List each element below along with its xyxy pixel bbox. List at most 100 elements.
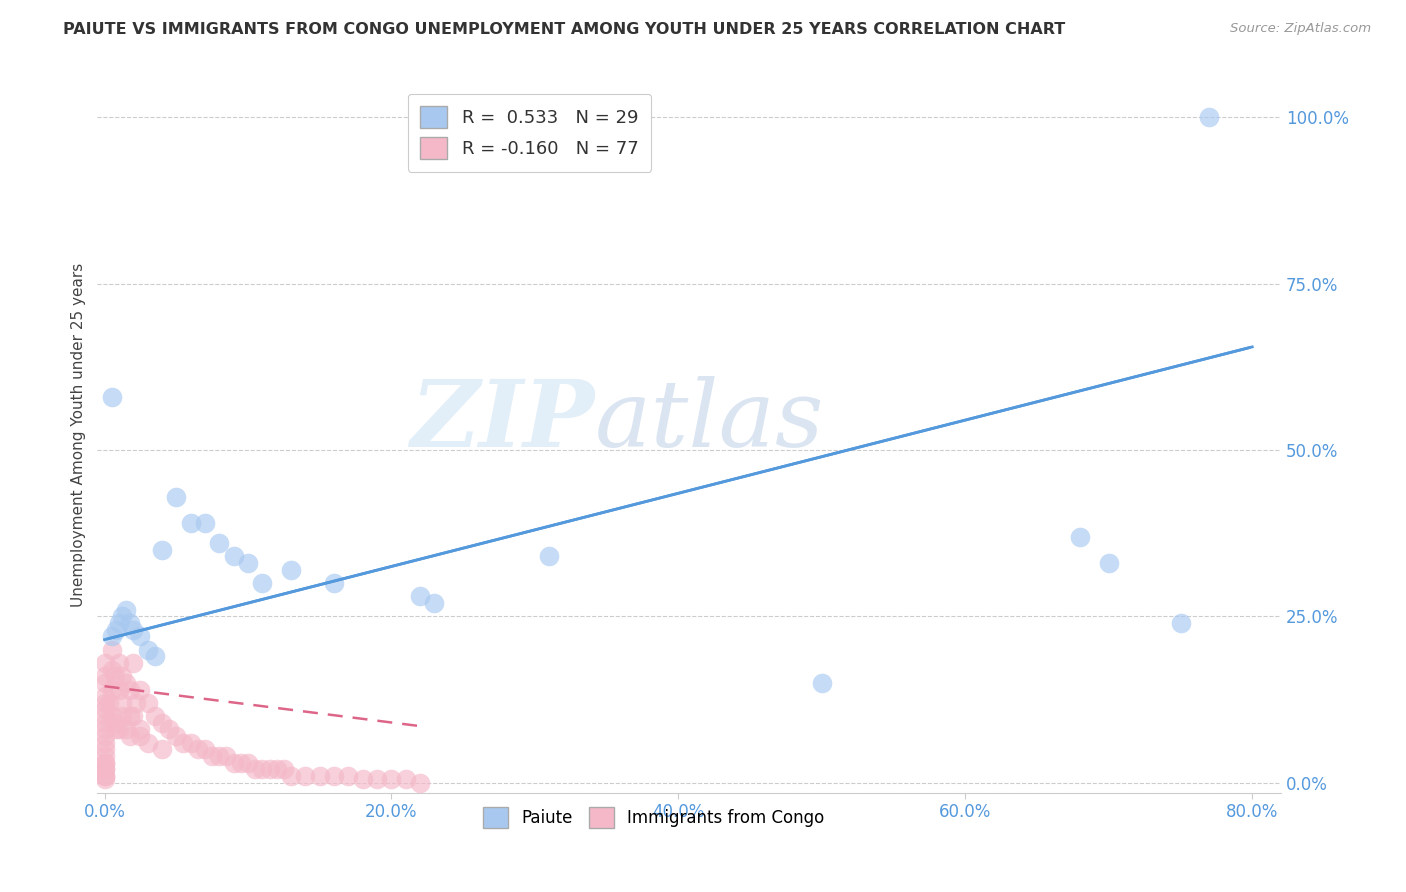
Point — [93, 742, 115, 756]
Point — [100, 390, 122, 404]
Point — [165, 490, 187, 504]
Point — [93, 756, 115, 770]
Point — [100, 629, 122, 643]
Point — [93, 709, 115, 723]
Point — [194, 742, 217, 756]
Point — [120, 615, 142, 630]
Point — [93, 676, 115, 690]
Point — [93, 736, 115, 750]
Point — [150, 742, 173, 756]
Point — [93, 769, 115, 783]
Point — [143, 649, 166, 664]
Point — [108, 723, 131, 737]
Point — [93, 669, 115, 683]
Point — [280, 563, 302, 577]
Point — [172, 736, 194, 750]
Point — [103, 715, 125, 730]
Point — [201, 749, 224, 764]
Point — [1198, 111, 1220, 125]
Text: Source: ZipAtlas.com: Source: ZipAtlas.com — [1230, 22, 1371, 36]
Point — [308, 769, 330, 783]
Text: ZIP: ZIP — [411, 376, 595, 466]
Point — [165, 729, 187, 743]
Point — [93, 729, 115, 743]
Point — [194, 516, 217, 531]
Point — [136, 736, 159, 750]
Point — [122, 623, 145, 637]
Point — [150, 542, 173, 557]
Point — [811, 676, 834, 690]
Point — [100, 642, 122, 657]
Point — [222, 549, 245, 564]
Point — [115, 603, 138, 617]
Legend: Paiute, Immigrants from Congo: Paiute, Immigrants from Congo — [477, 801, 831, 834]
Point — [150, 715, 173, 730]
Point — [252, 763, 274, 777]
Point — [538, 549, 561, 564]
Point — [111, 609, 134, 624]
Point — [122, 709, 145, 723]
Point — [93, 749, 115, 764]
Point — [143, 709, 166, 723]
Point — [352, 772, 374, 787]
Point — [111, 669, 134, 683]
Point — [129, 729, 152, 743]
Point — [222, 756, 245, 770]
Point — [108, 682, 131, 697]
Point — [93, 689, 115, 703]
Point — [120, 729, 142, 743]
Point — [93, 702, 115, 716]
Point — [105, 623, 128, 637]
Text: PAIUTE VS IMMIGRANTS FROM CONGO UNEMPLOYMENT AMONG YOUTH UNDER 25 YEARS CORRELAT: PAIUTE VS IMMIGRANTS FROM CONGO UNEMPLOY… — [63, 22, 1066, 37]
Point — [122, 656, 145, 670]
Point — [273, 763, 295, 777]
Y-axis label: Unemployment Among Youth under 25 years: Unemployment Among Youth under 25 years — [72, 263, 86, 607]
Point — [103, 669, 125, 683]
Point — [93, 756, 115, 770]
Point — [108, 656, 131, 670]
Point — [120, 709, 142, 723]
Point — [129, 682, 152, 697]
Point — [1098, 556, 1121, 570]
Point — [323, 576, 346, 591]
Point — [115, 723, 138, 737]
Point — [93, 772, 115, 787]
Point — [395, 772, 418, 787]
Point — [380, 772, 402, 787]
Point — [208, 749, 231, 764]
Point — [93, 763, 115, 777]
Point — [93, 656, 115, 670]
Point — [136, 642, 159, 657]
Point — [157, 723, 180, 737]
Point — [93, 715, 115, 730]
Text: atlas: atlas — [595, 376, 824, 466]
Point — [93, 763, 115, 777]
Point — [120, 682, 142, 697]
Point — [208, 536, 231, 550]
Point — [111, 709, 134, 723]
Point — [1170, 615, 1192, 630]
Point — [294, 769, 316, 783]
Point — [337, 769, 360, 783]
Point — [243, 763, 266, 777]
Point — [97, 696, 120, 710]
Point — [366, 772, 388, 787]
Point — [129, 629, 152, 643]
Point — [100, 682, 122, 697]
Point — [259, 763, 281, 777]
Point — [266, 763, 288, 777]
Point — [236, 556, 259, 570]
Point — [105, 723, 128, 737]
Point — [187, 742, 209, 756]
Point — [280, 769, 302, 783]
Point — [215, 749, 238, 764]
Point — [125, 696, 148, 710]
Point — [108, 615, 131, 630]
Point — [236, 756, 259, 770]
Point — [100, 709, 122, 723]
Point — [93, 696, 115, 710]
Point — [229, 756, 252, 770]
Point — [136, 696, 159, 710]
Point — [115, 676, 138, 690]
Point — [93, 723, 115, 737]
